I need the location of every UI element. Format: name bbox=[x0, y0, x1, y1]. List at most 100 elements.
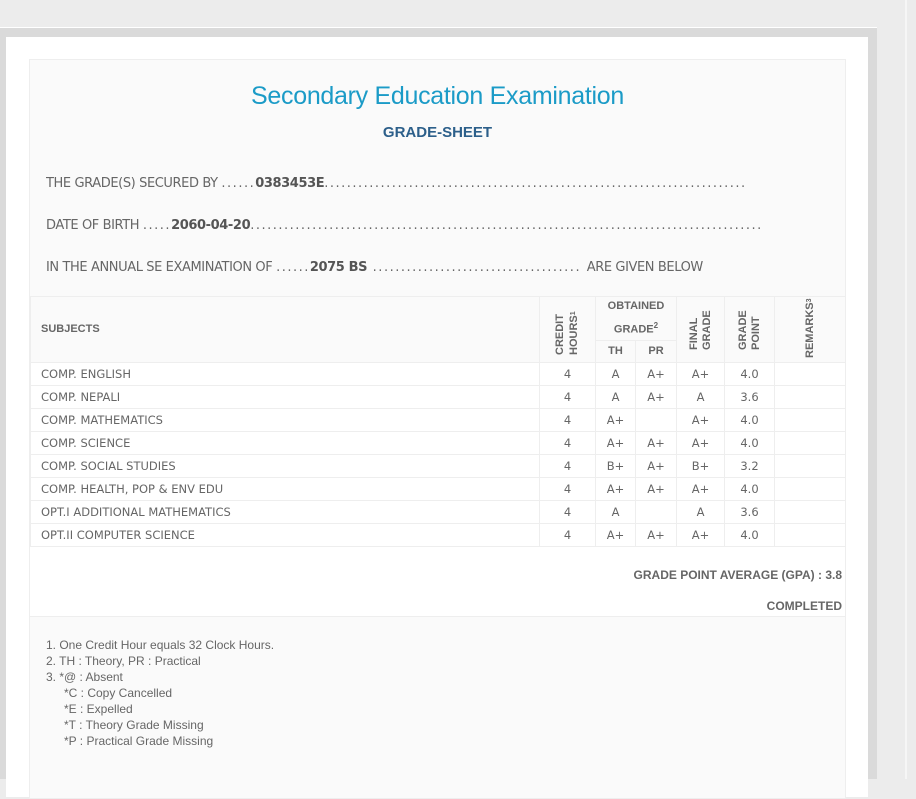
grade-point-cell: 4.0 bbox=[724, 476, 775, 501]
credit-cell: 4 bbox=[539, 430, 596, 455]
remarks-cell bbox=[774, 453, 845, 478]
dob-value: 2060-04-20 bbox=[171, 218, 251, 233]
final-grade-cell: A+ bbox=[676, 522, 725, 547]
grade-point-cell: 4.0 bbox=[724, 361, 775, 386]
remarks-cell bbox=[774, 407, 845, 432]
pr-grade-cell: A+ bbox=[635, 384, 677, 409]
subject-cell: COMP. HEALTH, POP & ENV EDU bbox=[30, 476, 540, 501]
subject-cell: COMP. ENGLISH bbox=[30, 361, 540, 386]
note: *C : Copy Cancelled bbox=[64, 685, 173, 700]
note: *T : Theory Grade Missing bbox=[64, 717, 204, 732]
subject-cell: OPT.II COMPUTER SCIENCE bbox=[30, 522, 540, 547]
pr-grade-cell: A+ bbox=[635, 430, 677, 455]
header-credit: CREDIT HOURS1 bbox=[539, 296, 596, 363]
th-grade-cell: A bbox=[595, 384, 636, 409]
credit-cell: 4 bbox=[539, 453, 596, 478]
footnote-3: 3 bbox=[806, 298, 813, 303]
header-grade-point: GRADE POINT bbox=[724, 296, 775, 363]
th-grade-cell: B+ bbox=[595, 453, 636, 478]
subject-cell: COMP. SOCIAL STUDIES bbox=[30, 453, 540, 478]
pr-grade-cell: A+ bbox=[635, 522, 677, 547]
th-grade-cell: A+ bbox=[595, 522, 636, 547]
table-row: OPT.I ADDITIONAL MATHEMATICS 4 A A 3.6 bbox=[30, 499, 845, 524]
grade-point-cell: 3.6 bbox=[724, 384, 775, 409]
table-row: OPT.II COMPUTER SCIENCE 4 A+ A+ A+ 4.0 bbox=[30, 522, 845, 547]
header-remarks: REMARKS3 bbox=[774, 296, 845, 363]
gpa-section: GRADE POINT AVERAGE (GPA) : 3.8 COMPLETE… bbox=[30, 546, 845, 617]
th-grade-cell: A+ bbox=[595, 407, 636, 432]
th-grade-cell: A+ bbox=[595, 476, 636, 501]
exam-title: Secondary Education Examination bbox=[251, 82, 624, 110]
results-section: SUBJECTS CREDIT HOURS1 OBTAINED GRADE2 F… bbox=[30, 296, 845, 749]
final-grade-cell: A bbox=[676, 499, 725, 524]
th-grade-cell: A bbox=[595, 499, 636, 524]
credit-cell: 4 bbox=[539, 384, 596, 409]
credit-cell: 4 bbox=[539, 407, 596, 432]
th-grade-cell: A+ bbox=[595, 430, 636, 455]
remarks-cell bbox=[774, 384, 845, 409]
pr-grade-cell bbox=[635, 499, 677, 524]
header-pr: PR bbox=[635, 339, 677, 363]
table-row: COMP. MATHEMATICS 4 A+ A+ 4.0 bbox=[30, 407, 845, 432]
header-th: TH bbox=[595, 339, 636, 363]
note: *E : Expelled bbox=[64, 701, 133, 716]
header-obtained-label: OBTAINED GRADE bbox=[607, 300, 665, 336]
sheet-subtitle: GRADE-SHEET bbox=[382, 124, 493, 141]
remarks-cell bbox=[774, 430, 845, 455]
paper: Secondary Education Examination GRADE-SH… bbox=[6, 37, 868, 799]
grade-point-cell: 4.0 bbox=[724, 430, 775, 455]
remarks-cell bbox=[774, 361, 845, 386]
grade-sheet: Secondary Education Examination GRADE-SH… bbox=[29, 59, 846, 799]
header-final: FINAL GRADE bbox=[676, 296, 725, 363]
grade-point-cell: 3.6 bbox=[724, 499, 775, 524]
grades-table: SUBJECTS CREDIT HOURS1 OBTAINED GRADE2 F… bbox=[30, 296, 845, 547]
pr-grade-cell: A+ bbox=[635, 361, 677, 386]
exam-line: IN THE ANNUAL SE EXAMINATION OF ......20… bbox=[46, 260, 704, 275]
dob-label: DATE OF BIRTH bbox=[46, 218, 140, 233]
remarks-cell bbox=[774, 522, 845, 547]
table-row: COMP. NEPALI 4 A A+ A 3.6 bbox=[30, 384, 845, 409]
final-grade-cell: B+ bbox=[676, 453, 725, 478]
symbol-number: 0383453E bbox=[255, 176, 325, 191]
header-gp-label: GRADE POINT bbox=[736, 310, 762, 350]
result-status: COMPLETED bbox=[766, 598, 842, 613]
remarks-cell bbox=[774, 476, 845, 501]
exam-year: 2075 BS bbox=[309, 260, 368, 275]
note: *P : Practical Grade Missing bbox=[64, 733, 214, 748]
header-obtained: OBTAINED GRADE2 bbox=[595, 296, 677, 341]
credit-cell: 4 bbox=[539, 499, 596, 524]
final-grade-cell: A+ bbox=[676, 407, 725, 432]
given-below: ARE GIVEN BELOW bbox=[586, 260, 704, 275]
secured-by-label: THE GRADE(S) SECURED BY bbox=[46, 176, 218, 191]
table-row: COMP. HEALTH, POP & ENV EDU 4 A+ A+ A+ 4.0 bbox=[30, 476, 845, 501]
grade-point-cell: 4.0 bbox=[724, 407, 775, 432]
footnote-2: 2 bbox=[653, 321, 659, 330]
pr-grade-cell: A+ bbox=[635, 453, 677, 478]
th-grade-cell: A bbox=[595, 361, 636, 386]
secured-by-line: THE GRADE(S) SECURED BY ......0383453E..… bbox=[46, 176, 747, 191]
final-grade-cell: A+ bbox=[676, 430, 725, 455]
grade-point-cell: 3.2 bbox=[724, 453, 775, 478]
table-row: COMP. SCIENCE 4 A+ A+ A+ 4.0 bbox=[30, 430, 845, 455]
final-grade-cell: A bbox=[676, 384, 725, 409]
subject-cell: COMP. MATHEMATICS bbox=[30, 407, 540, 432]
pr-grade-cell: A+ bbox=[635, 476, 677, 501]
footnote-1: 1 bbox=[570, 311, 577, 316]
gpa-value: GRADE POINT AVERAGE (GPA) : 3.8 bbox=[633, 567, 842, 582]
pr-grade-cell bbox=[635, 407, 677, 432]
dob-line: DATE OF BIRTH .....2060-04-20...........… bbox=[46, 218, 763, 233]
table-row: COMP. SOCIAL STUDIES 4 B+ A+ B+ 3.2 bbox=[30, 453, 845, 478]
header-subjects: SUBJECTS bbox=[30, 296, 540, 363]
credit-cell: 4 bbox=[539, 522, 596, 547]
subject-cell: COMP. NEPALI bbox=[30, 384, 540, 409]
footnotes: 1. One Credit Hour equals 32 Clock Hours… bbox=[30, 617, 845, 749]
note: 3. *@ : Absent bbox=[46, 669, 123, 684]
subject-cell: OPT.I ADDITIONAL MATHEMATICS bbox=[30, 499, 540, 524]
final-grade-cell: A+ bbox=[676, 476, 725, 501]
remarks-cell bbox=[774, 499, 845, 524]
header-credit-label: CREDIT HOURS bbox=[554, 313, 580, 355]
note: 2. TH : Theory, PR : Practical bbox=[46, 653, 201, 668]
scroll-edge bbox=[905, 0, 907, 779]
subject-cell: COMP. SCIENCE bbox=[30, 430, 540, 455]
final-grade-cell: A+ bbox=[676, 361, 725, 386]
